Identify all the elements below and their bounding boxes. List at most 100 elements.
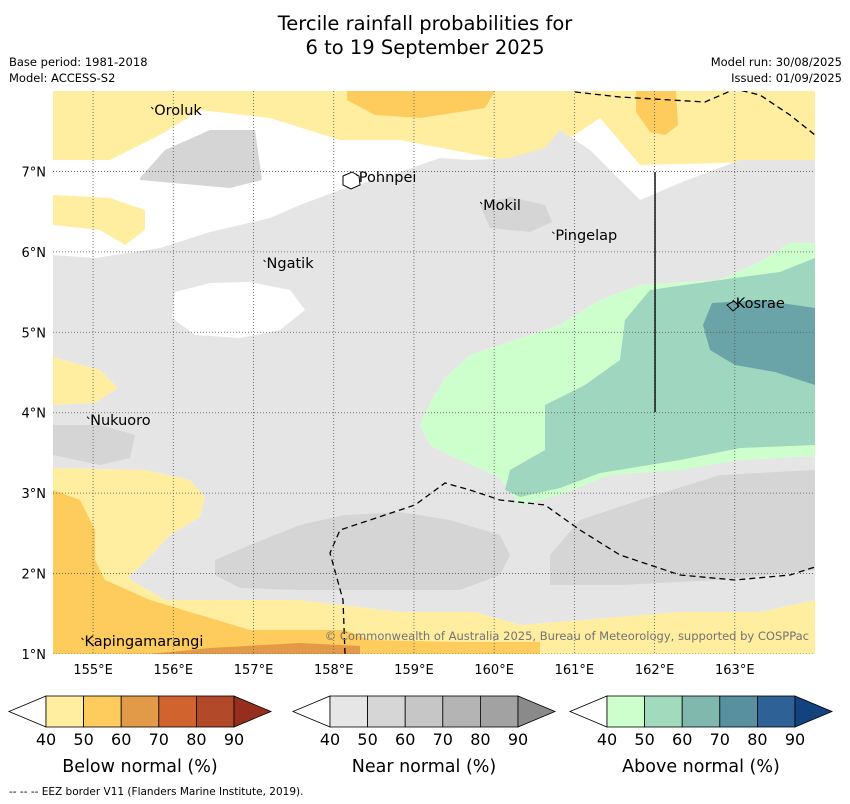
legend-swatch: [195, 695, 235, 728]
below-50-south-area: [53, 468, 815, 654]
below-50-west-area: [53, 195, 145, 245]
place-marker: [732, 299, 736, 303]
legend-swatch: [404, 695, 444, 728]
legend-swatch: [606, 695, 645, 728]
place-label: Kapingamarangi: [84, 634, 203, 650]
legend-panel: 40 50 60 70 80 90 Below normal (%) 40 50 60 70 80 90…: [7, 695, 834, 777]
lon-tick-label: 163°E: [715, 663, 755, 678]
legend-swatch: [644, 695, 683, 728]
legend-tick-label: 70: [710, 730, 730, 749]
lon-tick-label: 159°E: [394, 663, 434, 678]
place-markers: Oroluk Pohnpei Mokil Pingelap Ngatik Kosrae Nu…: [81, 103, 785, 650]
title-line-1: Tercile rainfall probabilities for: [277, 12, 573, 35]
lat-tick-label: 1°N: [22, 648, 47, 663]
below-60-north-area: [347, 91, 495, 118]
legend-label: Below normal (%): [62, 757, 217, 777]
near-50-mokil-area: [480, 197, 552, 232]
title-line-2: 6 to 19 September 2025: [305, 36, 545, 59]
legend-tick-label: 80: [186, 730, 206, 749]
place-marker: [355, 173, 359, 177]
lon-tick-label: 160°E: [474, 663, 514, 678]
place-label: Ngatik: [267, 256, 315, 272]
legend-swatch: [158, 695, 197, 728]
legend-over-arrow: [517, 695, 557, 728]
lon-tick-label: 156°E: [154, 663, 194, 678]
legend-tick-label: 60: [672, 730, 692, 749]
place-marker: [150, 106, 154, 110]
legend-tick-label: 40: [36, 730, 56, 749]
eez-border-north: [574, 91, 815, 136]
model-name: Model: ACCESS-S2: [9, 71, 116, 85]
legend-tick-label: 70: [433, 730, 453, 749]
legend-tick-label: 70: [149, 730, 169, 749]
legend-swatch: [757, 695, 796, 728]
legend-swatch: [329, 695, 368, 728]
place-label: Mokil: [483, 198, 521, 214]
below-50-nukuoro-area: [53, 357, 118, 405]
legend-tick-label: 50: [357, 730, 377, 749]
near-40-area: [53, 130, 815, 625]
legend-swatch: [442, 695, 481, 728]
map-title: Tercile rainfall probabilities for 6 to …: [0, 12, 850, 60]
lat-tick-label: 2°N: [22, 568, 47, 583]
lon-tick-label: 155°E: [73, 663, 113, 678]
legend-swatch: [719, 695, 758, 728]
legend-swatch: [83, 695, 122, 728]
legend-tick-label: 50: [634, 730, 654, 749]
gridlines: [53, 91, 815, 654]
legend-swatch: [479, 695, 519, 728]
legend-tick-label: 60: [395, 730, 415, 749]
place-label: Pingelap: [555, 228, 617, 244]
lat-tick-label: 6°N: [22, 246, 47, 261]
copyright-text: © Commonwealth of Australia 2025, Bureau…: [325, 629, 809, 643]
lat-tick-label: 7°N: [22, 165, 47, 180]
near-50-south-area: [215, 512, 510, 590]
eez-footnote: -- -- -- EEZ border V11 (Flanders Marine…: [9, 786, 304, 798]
legend-tick-label: 40: [320, 730, 340, 749]
legend-tick-label: 90: [508, 730, 528, 749]
lat-tick-label: 3°N: [22, 487, 47, 502]
eez-border-south: [329, 482, 815, 654]
legend-tick-label: 90: [224, 730, 244, 749]
place-marker: [86, 416, 90, 420]
legend-tick-label: 50: [73, 730, 93, 749]
lon-tick-label: 157°E: [234, 663, 274, 678]
legend-under-arrow: [291, 695, 331, 728]
legend-tick-label: 90: [785, 730, 805, 749]
place-label: Pohnpei: [359, 170, 417, 186]
below-60-70-south-area: [150, 643, 360, 654]
near-50-southeast-area: [550, 470, 815, 585]
legend-tick-label: 80: [747, 730, 767, 749]
legend-swatch: [367, 695, 406, 728]
legend-over-arrow: [233, 695, 273, 728]
probability-contours: Oroluk Pohnpei Mokil Pingelap Ngatik Kosrae Nu…: [53, 91, 815, 654]
below-50-north-area: [53, 91, 815, 165]
lon-tick-label: 162°E: [635, 663, 675, 678]
legend-under-arrow: [7, 695, 47, 728]
legend-swatch: [120, 695, 160, 728]
rainfall-map: Oroluk Pohnpei Mokil Pingelap Ngatik Kosrae Nu…: [22, 91, 815, 678]
lon-tick-label: 161°E: [555, 663, 595, 678]
lat-tick-label: 5°N: [22, 326, 47, 341]
legend-label: Near normal (%): [352, 757, 497, 777]
legend-over-arrow: [794, 695, 834, 728]
kosrae-island: [726, 300, 740, 312]
place-label: Nukuoro: [90, 413, 151, 429]
lon-tick-label: 158°E: [314, 663, 354, 678]
near-normal-gap-area: [172, 282, 305, 338]
above-60-kosrae-area: [703, 300, 815, 385]
model-run: Model run: 30/08/2025: [710, 55, 842, 69]
model-info: Base period: 1981-2018 Model: ACCESS-S2: [9, 54, 148, 86]
place-marker: [479, 201, 483, 205]
base-period: Base period: 1981-2018: [9, 55, 148, 69]
legend-swatch: [45, 695, 84, 728]
pohnpei-island: [342, 171, 361, 190]
latitude-ticks: 1°N 2°N 3°N 4°N 5°N 6°N 7°N: [22, 165, 47, 663]
place-marker: [263, 259, 266, 263]
near-50-north-area: [140, 130, 262, 188]
run-info: Model run: 30/08/2025 Issued: 01/09/2025: [711, 54, 842, 86]
place-label: Oroluk: [154, 103, 202, 119]
place-marker: [551, 231, 555, 235]
issued-date: Issued: 01/09/2025: [731, 71, 842, 85]
legend-1: 40 50 60 70 80 90 Below normal (%): [7, 695, 273, 777]
